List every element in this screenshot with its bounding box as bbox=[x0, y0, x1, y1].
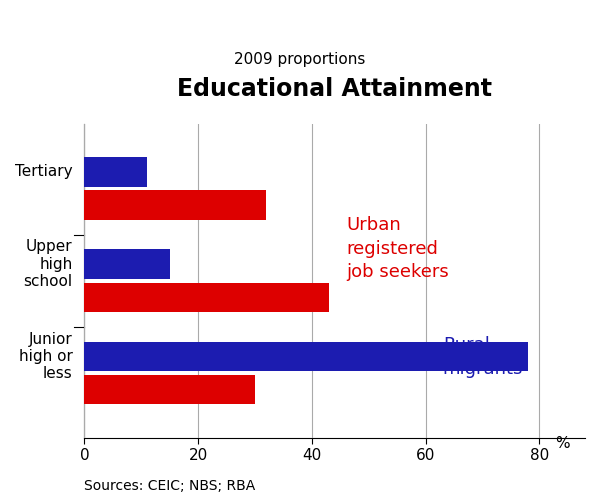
Bar bbox=[85, 249, 170, 279]
Bar bbox=[85, 190, 266, 220]
Text: Urban
registered
job seekers: Urban registered job seekers bbox=[346, 216, 449, 281]
Title: Educational Attainment: Educational Attainment bbox=[177, 77, 492, 101]
Text: Sources: CEIC; NBS; RBA: Sources: CEIC; NBS; RBA bbox=[84, 479, 255, 493]
Bar bbox=[85, 283, 329, 312]
Text: %: % bbox=[555, 436, 569, 451]
Bar bbox=[85, 375, 255, 404]
Bar bbox=[85, 157, 147, 187]
Text: Rural
migrants: Rural migrants bbox=[443, 336, 523, 378]
Text: 2009 proportions: 2009 proportions bbox=[235, 52, 365, 67]
Bar bbox=[85, 342, 528, 371]
